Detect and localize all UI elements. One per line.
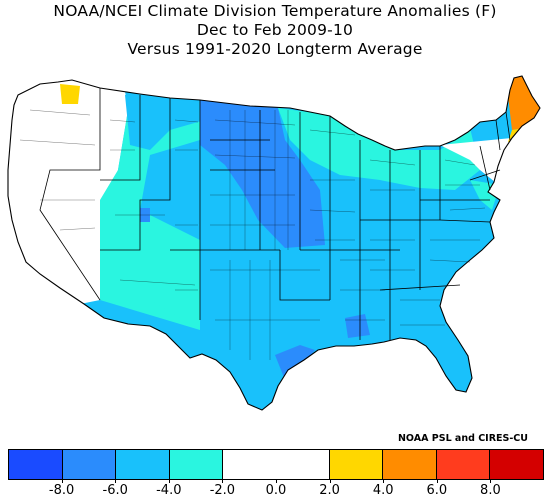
tick-label-2: 2.0 xyxy=(319,483,340,498)
legend-bin-8-10 xyxy=(490,450,543,479)
northeast-region xyxy=(440,138,512,182)
legend-bin-m2-2 xyxy=(223,450,330,479)
color-legend xyxy=(8,449,544,480)
northern-plains-region xyxy=(200,100,325,248)
tick-label-6: 6.0 xyxy=(426,483,448,498)
legend-bin-m4-m2 xyxy=(169,450,224,479)
tick-mark-m2 xyxy=(222,480,224,483)
map-title: NOAA/NCEI Climate Division Temperature A… xyxy=(0,2,550,59)
tick-mark-6 xyxy=(436,480,438,483)
title-line-2: Dec to Feb 2009-10 xyxy=(196,21,354,39)
legend-bin-m10-m8 xyxy=(9,450,63,479)
tick-label-m6: -6.0 xyxy=(102,483,128,498)
west-coast-region xyxy=(8,76,128,320)
texas-gulf-coast-region xyxy=(275,345,315,380)
tick-mark-4 xyxy=(383,480,385,483)
climate-division-lines xyxy=(19,109,486,360)
state-boundaries xyxy=(39,88,511,340)
legend-bin-m6-m4 xyxy=(116,450,170,479)
tick-label-m2: -2.0 xyxy=(209,483,236,498)
tick-label-m4: -4.0 xyxy=(156,483,182,498)
tick-label-4: 4.0 xyxy=(372,483,394,498)
great-lakes-region xyxy=(278,108,480,190)
legend-bin-6-8 xyxy=(436,450,491,479)
washington-warm-spot xyxy=(60,84,80,104)
title-line-1: NOAA/NCEI Climate Division Temperature A… xyxy=(53,2,497,20)
us-climate-division-map xyxy=(7,75,541,411)
tick-mark-m8 xyxy=(61,480,63,483)
tick-label-0: 0.0 xyxy=(265,483,287,498)
legend-ticks: -8.0 -6.0 -4.0 -2.0 0.0 2.0 4.0 6.0 8.0 xyxy=(8,480,544,498)
legend-bin-m8-m6 xyxy=(62,450,117,479)
title-line-3: Versus 1991-2020 Longterm Average xyxy=(127,40,423,58)
tick-label-8: 8.0 xyxy=(480,483,501,498)
tick-label-m8: -8.0 xyxy=(48,483,75,498)
tick-mark-8 xyxy=(490,480,492,483)
tick-mark-m4 xyxy=(168,480,170,483)
tick-mark-2 xyxy=(329,480,331,483)
tick-mark-0 xyxy=(276,480,277,483)
maine-region xyxy=(505,76,540,130)
data-credit: NOAA PSL and CIRES-CU xyxy=(397,433,528,444)
northern-rockies-region xyxy=(125,95,205,150)
anomaly-fill-layer xyxy=(8,76,540,410)
legend-bin-4-6 xyxy=(383,450,437,479)
texas-panhandle-region xyxy=(140,230,200,330)
legend-bin-2-4 xyxy=(329,450,384,479)
tick-mark-m6 xyxy=(115,480,117,483)
